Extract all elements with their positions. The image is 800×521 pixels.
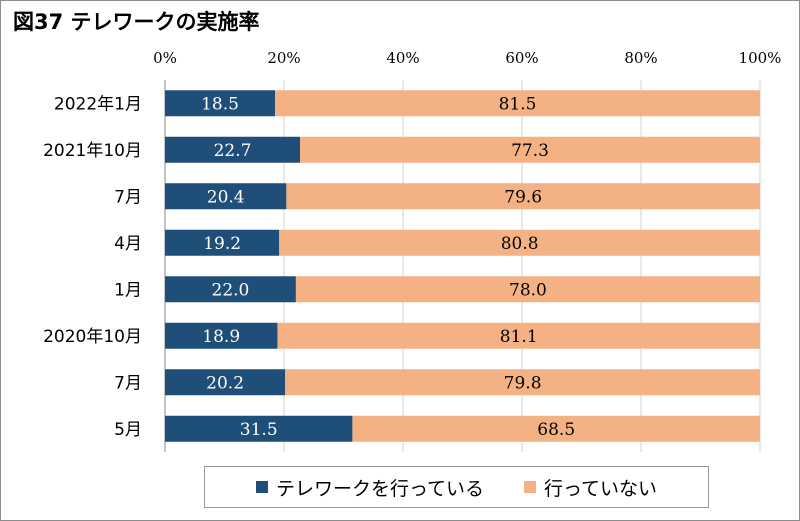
bar-series-1 — [165, 90, 276, 117]
bar-series-2 — [277, 322, 760, 349]
bar-series-2 — [295, 276, 760, 303]
legend-label-series-1: テレワークを行っている — [275, 477, 484, 500]
bar-series-2 — [352, 415, 760, 442]
category-label: 2022年1月 — [54, 94, 142, 114]
bar-series-1 — [165, 276, 296, 303]
bar-series-2 — [285, 369, 760, 396]
bar-series-1 — [165, 369, 286, 396]
legend-swatch-series-1 — [255, 481, 268, 493]
data-label-series-1: 18.9 — [202, 327, 240, 347]
bars: 18.5 81.5 22.7 77.3 20.4 79.6 19.2 80.8 22.0 78.0… — [165, 90, 760, 442]
bar-series-2 — [300, 136, 760, 163]
data-label-series-1: 19.2 — [203, 234, 241, 254]
data-label-series-2: 78.0 — [509, 280, 547, 300]
data-label-series-2: 80.8 — [501, 234, 539, 254]
x-tick-label: 40% — [386, 49, 419, 67]
data-label-series-2: 81.1 — [500, 327, 538, 347]
data-label-series-1: 31.5 — [240, 420, 278, 440]
category-label: 7月 — [114, 187, 142, 207]
data-label-series-2: 77.3 — [511, 141, 549, 161]
legend-item-series-1: テレワークを行っている — [255, 474, 484, 501]
bar-series-1 — [165, 322, 278, 349]
category-label: 2021年10月 — [43, 141, 142, 161]
x-tick-labels: 0% 20% 40% 60% 80% 100% — [153, 49, 781, 67]
data-label-series-2: 79.6 — [504, 187, 542, 207]
category-label: 1月 — [114, 280, 142, 300]
data-label-series-1: 18.5 — [201, 94, 239, 114]
data-label-series-1: 22.0 — [212, 280, 250, 300]
x-tick-label: 80% — [624, 49, 657, 67]
bar-series-2 — [279, 229, 760, 256]
bar-series-1 — [165, 229, 280, 256]
data-label-series-2: 68.5 — [537, 420, 575, 440]
x-tick-label: 60% — [505, 49, 538, 67]
bar-series-1 — [165, 136, 301, 163]
bar-series-2 — [286, 183, 760, 210]
bar-series-1 — [165, 183, 287, 210]
gridlines — [164, 80, 761, 452]
data-label-series-2: 81.5 — [499, 94, 537, 114]
bar-series-1 — [165, 415, 353, 442]
category-label: 2020年10月 — [43, 327, 142, 347]
data-label-series-1: 20.2 — [206, 373, 244, 393]
data-label-series-1: 22.7 — [214, 141, 252, 161]
legend-label-series-2: 行っていない — [544, 477, 658, 500]
legend-swatch-series-2 — [524, 481, 536, 493]
x-tick-label: 0% — [153, 49, 177, 67]
chart-title: 図37 テレワークの実施率 — [13, 10, 260, 34]
x-tick-label: 20% — [267, 49, 300, 67]
bar-series-2 — [275, 90, 760, 117]
category-label: 7月 — [114, 373, 142, 393]
data-label-series-1: 20.4 — [207, 187, 245, 207]
category-label: 5月 — [114, 420, 142, 440]
x-tick-label: 100% — [739, 49, 782, 67]
legend-item-series-2: 行っていない — [524, 474, 657, 501]
data-label-series-2: 79.8 — [504, 373, 542, 393]
legend: テレワークを行っている 行っていない — [204, 466, 709, 508]
category-labels: 2022年1月 2021年10月 7月 4月 1月 2020年10月 7月 5月 — [43, 94, 142, 440]
category-label: 4月 — [114, 234, 142, 254]
